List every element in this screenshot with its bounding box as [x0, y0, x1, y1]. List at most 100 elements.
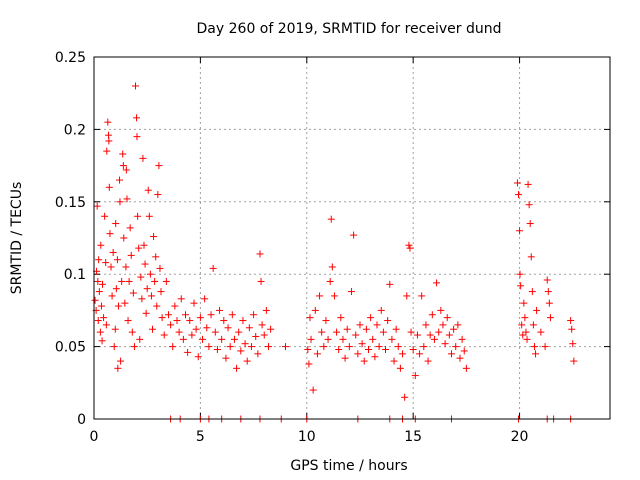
- data-point: [157, 288, 165, 296]
- data-point: [226, 343, 234, 351]
- data-point: [188, 331, 196, 339]
- data-point: [360, 357, 368, 365]
- data-point: [439, 321, 447, 329]
- data-point: [330, 292, 338, 300]
- data-point: [328, 263, 336, 271]
- data-point: [141, 260, 149, 268]
- data-point: [406, 244, 414, 252]
- data-point: [154, 191, 162, 199]
- data-point: [119, 150, 127, 158]
- data-point: [175, 328, 183, 336]
- data-point: [247, 343, 255, 351]
- data-point: [237, 347, 245, 355]
- data-point: [199, 335, 207, 343]
- data-point: [454, 321, 462, 329]
- data-point: [158, 314, 166, 322]
- data-point: [568, 325, 576, 333]
- data-point: [282, 343, 290, 351]
- data-point: [93, 202, 101, 210]
- y-tick-label: 0.1: [64, 267, 86, 283]
- data-point: [362, 325, 370, 333]
- data-point: [139, 154, 147, 162]
- data-point: [181, 311, 189, 319]
- data-point: [447, 350, 455, 358]
- data-point: [103, 147, 111, 155]
- data-point: [169, 343, 177, 351]
- data-point: [222, 354, 230, 362]
- data-point: [375, 343, 383, 351]
- data-point: [529, 321, 537, 329]
- data-point: [520, 299, 528, 307]
- data-point: [130, 343, 138, 351]
- data-point: [113, 256, 121, 264]
- data-point: [146, 270, 154, 278]
- data-point: [443, 314, 451, 322]
- data-point: [184, 348, 192, 356]
- data-point: [243, 357, 251, 365]
- data-point: [526, 220, 534, 228]
- data-point: [156, 264, 164, 272]
- data-point: [307, 335, 315, 343]
- data-point: [324, 335, 332, 343]
- y-axis-label: SRMTID / TECUs: [9, 182, 25, 295]
- data-point: [100, 314, 108, 322]
- data-point: [94, 317, 102, 325]
- data-point: [116, 176, 124, 184]
- data-point: [371, 353, 379, 361]
- data-point: [122, 166, 130, 174]
- data-point: [116, 198, 124, 206]
- x-tick-label: 5: [196, 429, 205, 445]
- data-point: [341, 354, 349, 362]
- data-point: [530, 343, 538, 351]
- data-point: [250, 311, 258, 319]
- data-point: [118, 277, 126, 285]
- data-point: [153, 302, 161, 310]
- data-point: [424, 357, 432, 365]
- data-point: [384, 317, 392, 325]
- data-point: [235, 328, 243, 336]
- data-point: [333, 328, 341, 336]
- y-tick-label: 0.05: [55, 340, 86, 356]
- data-point: [541, 343, 549, 351]
- data-point: [241, 340, 249, 348]
- data-point: [350, 231, 358, 239]
- data-point: [407, 328, 415, 336]
- data-point: [179, 335, 187, 343]
- data-point: [110, 343, 118, 351]
- data-point: [335, 345, 343, 353]
- x-tick-label: 10: [298, 429, 316, 445]
- data-point: [160, 331, 168, 339]
- data-point: [373, 321, 381, 329]
- data-point: [95, 288, 103, 296]
- data-point: [513, 179, 521, 187]
- data-point: [137, 273, 145, 281]
- data-point: [367, 314, 375, 322]
- data-point: [91, 296, 99, 304]
- data-point: [102, 259, 110, 267]
- data-point: [133, 114, 141, 122]
- data-point: [119, 162, 127, 170]
- data-point: [532, 350, 540, 358]
- data-point: [143, 285, 151, 293]
- data-point: [105, 183, 113, 191]
- data-point: [164, 311, 172, 319]
- data-point: [114, 302, 122, 310]
- data-point: [186, 317, 194, 325]
- data-point: [377, 306, 385, 314]
- data-point: [518, 321, 526, 329]
- data-point: [570, 357, 578, 365]
- data-point: [125, 277, 133, 285]
- data-point: [127, 251, 135, 259]
- data-point: [147, 292, 155, 300]
- data-point: [120, 234, 128, 242]
- data-point: [416, 350, 424, 358]
- data-point: [99, 280, 107, 288]
- data-points: [91, 82, 578, 423]
- data-point: [102, 321, 110, 329]
- data-point: [256, 250, 264, 258]
- data-point: [257, 277, 265, 285]
- data-point: [458, 335, 466, 343]
- data-point: [358, 340, 366, 348]
- data-point: [152, 253, 160, 261]
- data-point: [104, 118, 112, 126]
